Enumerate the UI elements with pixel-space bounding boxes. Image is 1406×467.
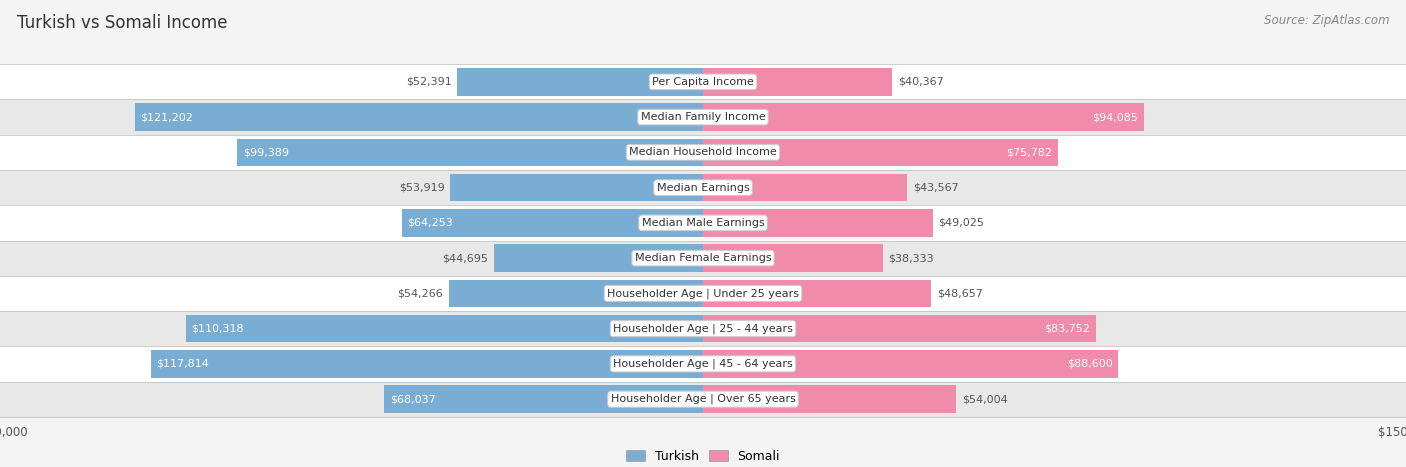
Text: Turkish vs Somali Income: Turkish vs Somali Income <box>17 14 228 32</box>
Text: $121,202: $121,202 <box>141 112 194 122</box>
Text: $43,567: $43,567 <box>912 183 959 192</box>
Text: $110,318: $110,318 <box>191 324 245 333</box>
Bar <box>0 135 1406 170</box>
Bar <box>384 385 703 413</box>
Bar <box>457 68 703 96</box>
Text: Median Female Earnings: Median Female Earnings <box>634 253 772 263</box>
Bar <box>0 170 1406 205</box>
Text: $99,389: $99,389 <box>243 148 288 157</box>
Bar <box>703 139 1059 166</box>
Bar <box>0 276 1406 311</box>
Text: $64,253: $64,253 <box>408 218 453 228</box>
Bar <box>0 241 1406 276</box>
Bar <box>186 315 703 342</box>
Text: $52,391: $52,391 <box>406 77 451 87</box>
Text: Householder Age | 25 - 44 years: Householder Age | 25 - 44 years <box>613 323 793 334</box>
Bar <box>238 139 703 166</box>
Text: $40,367: $40,367 <box>898 77 943 87</box>
Legend: Turkish, Somali: Turkish, Somali <box>621 445 785 467</box>
Bar <box>703 174 907 201</box>
Text: Source: ZipAtlas.com: Source: ZipAtlas.com <box>1264 14 1389 27</box>
Text: Per Capita Income: Per Capita Income <box>652 77 754 87</box>
Bar <box>0 64 1406 99</box>
Bar <box>703 385 956 413</box>
Text: $68,037: $68,037 <box>389 394 436 404</box>
Bar <box>0 205 1406 241</box>
Bar <box>703 280 931 307</box>
Bar <box>494 244 703 272</box>
Text: $75,782: $75,782 <box>1007 148 1053 157</box>
Text: $38,333: $38,333 <box>889 253 934 263</box>
Bar <box>703 103 1144 131</box>
Text: $117,814: $117,814 <box>156 359 209 369</box>
Text: Householder Age | Over 65 years: Householder Age | Over 65 years <box>610 394 796 404</box>
Bar <box>402 209 703 237</box>
Text: $83,752: $83,752 <box>1045 324 1090 333</box>
Text: $88,600: $88,600 <box>1067 359 1112 369</box>
Bar <box>703 68 893 96</box>
Bar <box>0 99 1406 135</box>
Text: Householder Age | Under 25 years: Householder Age | Under 25 years <box>607 288 799 298</box>
Text: Median Household Income: Median Household Income <box>628 148 778 157</box>
Text: $54,266: $54,266 <box>398 289 443 298</box>
Bar <box>703 350 1118 378</box>
Bar <box>0 382 1406 417</box>
Text: Householder Age | 45 - 64 years: Householder Age | 45 - 64 years <box>613 359 793 369</box>
Bar <box>135 103 703 131</box>
Text: $94,085: $94,085 <box>1092 112 1139 122</box>
Text: $49,025: $49,025 <box>938 218 984 228</box>
Bar <box>0 311 1406 346</box>
Bar <box>703 209 932 237</box>
Bar <box>150 350 703 378</box>
Bar <box>0 346 1406 382</box>
Bar <box>703 244 883 272</box>
Text: Median Earnings: Median Earnings <box>657 183 749 192</box>
Text: Median Male Earnings: Median Male Earnings <box>641 218 765 228</box>
Text: Median Family Income: Median Family Income <box>641 112 765 122</box>
Text: $48,657: $48,657 <box>936 289 983 298</box>
Bar <box>449 280 703 307</box>
Bar <box>450 174 703 201</box>
Text: $53,919: $53,919 <box>399 183 444 192</box>
Text: $44,695: $44,695 <box>441 253 488 263</box>
Bar <box>703 315 1095 342</box>
Text: $54,004: $54,004 <box>962 394 1008 404</box>
